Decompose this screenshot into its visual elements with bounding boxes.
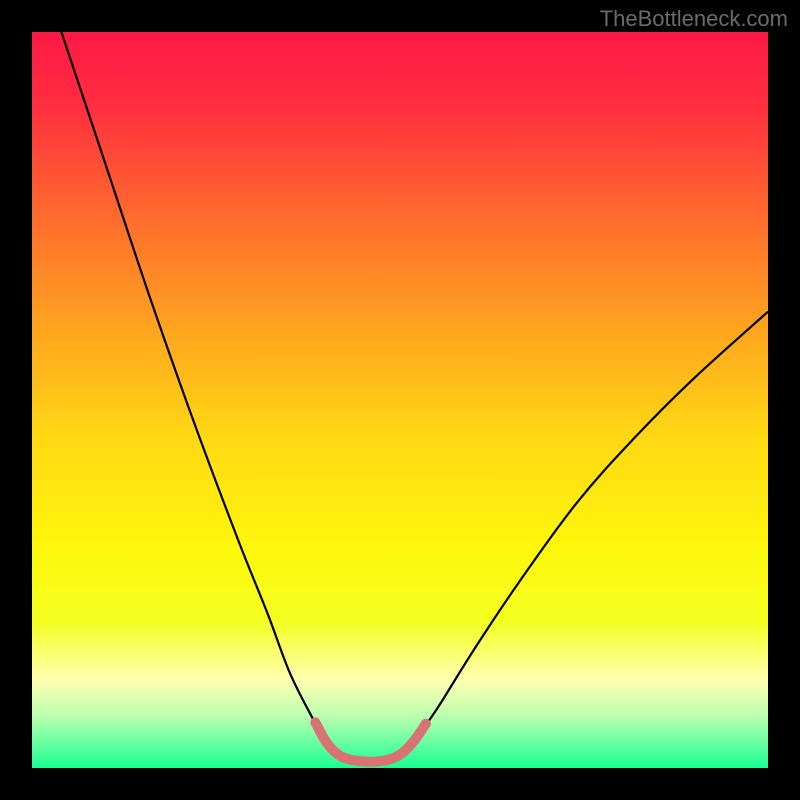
bottleneck-curve xyxy=(61,32,768,762)
highlight-segment xyxy=(315,722,425,761)
chart-svg xyxy=(32,32,768,768)
watermark-text: TheBottleneck.com xyxy=(600,6,788,32)
plot-area xyxy=(32,32,768,768)
